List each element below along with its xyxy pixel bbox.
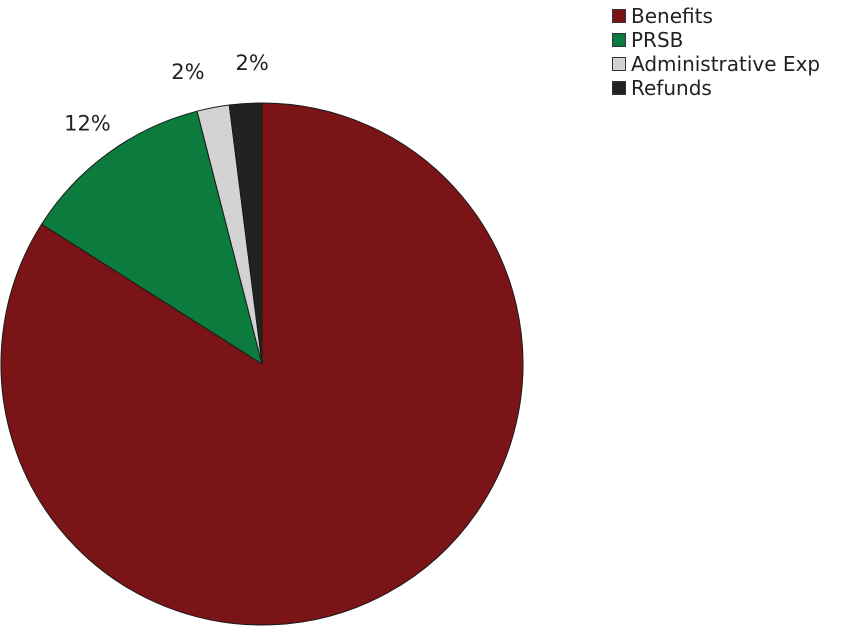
legend-item-prsb[interactable]: PRSB xyxy=(612,28,820,52)
legend-label-administrative-exp: Administrative Exp xyxy=(631,52,821,76)
legend-swatch-administrative-exp xyxy=(612,57,626,71)
legend: Benefits PRSB Administrative Exp Refunds xyxy=(612,4,820,100)
pie-slice-benefits[interactable] xyxy=(0,102,524,626)
legend-label-refunds: Refunds xyxy=(631,76,712,100)
legend-swatch-prsb xyxy=(612,33,626,47)
pie-slice-prsb[interactable] xyxy=(40,110,263,366)
pie-slice-refunds[interactable] xyxy=(228,102,263,365)
data-label-refunds: 2% xyxy=(235,51,268,75)
legend-label-benefits: Benefits xyxy=(631,4,713,28)
legend-label-prsb: PRSB xyxy=(631,28,684,52)
legend-item-refunds[interactable]: Refunds xyxy=(612,76,820,100)
data-label-prsb: 12% xyxy=(64,112,111,136)
legend-swatch-benefits xyxy=(612,9,626,23)
legend-swatch-refunds xyxy=(612,81,626,95)
legend-item-benefits[interactable]: Benefits xyxy=(612,4,820,28)
legend-item-administrative-exp[interactable]: Administrative Exp xyxy=(612,52,820,76)
data-label-administrative-exp: 2% xyxy=(171,60,204,84)
